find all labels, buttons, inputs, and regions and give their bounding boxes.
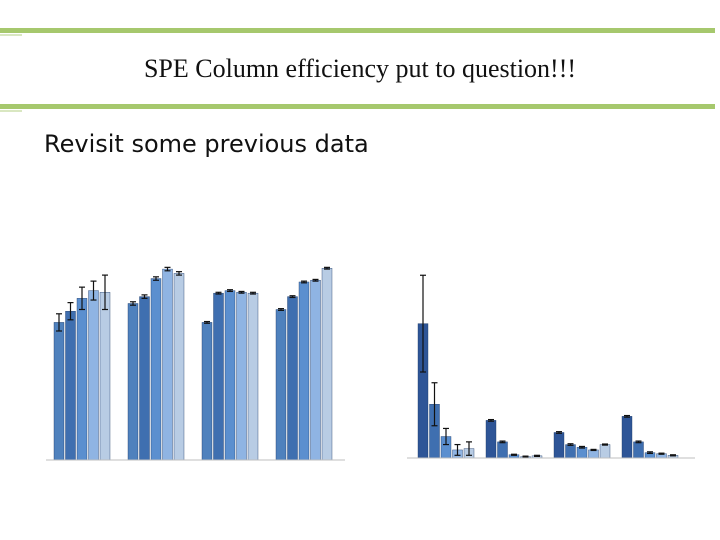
bar [485,420,497,459]
ct-bar-chart [46,266,345,461]
top-rule-fade [0,34,22,36]
bar [213,292,224,461]
bar [53,322,65,461]
bar [173,273,185,461]
slide-title: SPE Column efficiency put to question!!! [143,54,577,83]
bar [99,292,111,461]
bar [139,296,150,461]
bar [621,416,633,459]
bar [565,444,576,459]
bar [298,281,310,461]
bottom-accent-rule [0,104,715,109]
bar [76,298,88,461]
bar [553,432,565,459]
bar [321,268,333,461]
bar [588,449,599,459]
bar [201,322,213,461]
bar [576,447,588,459]
bar [162,268,173,461]
bar [633,441,644,459]
bar [275,309,287,461]
bar [236,292,247,461]
top-accent-rule [0,28,715,33]
bar [287,296,298,461]
bar [88,290,99,461]
bar [150,278,162,461]
bar [224,290,236,461]
bar [310,280,321,461]
bar [497,441,508,459]
bar [247,292,259,461]
na-mass-bar-chart [407,274,695,459]
bottom-rule-fade [0,110,22,112]
slide-subtitle: Revisit some previous data [44,130,369,158]
bar [65,311,76,461]
bar [127,303,139,461]
bar [599,444,611,459]
